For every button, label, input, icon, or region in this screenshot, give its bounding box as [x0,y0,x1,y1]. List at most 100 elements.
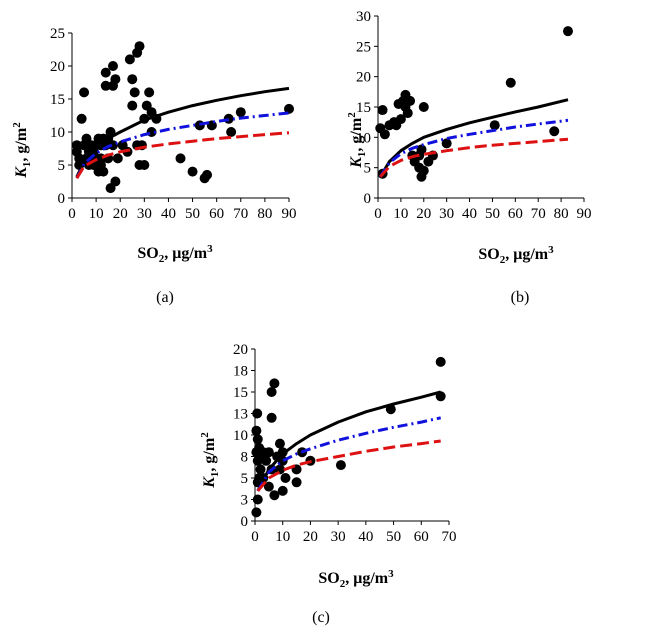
x-tick-label: 10 [275,529,290,545]
y-axis-label: K1, g/m2 [346,112,368,169]
data-point [144,87,155,98]
data-point [127,74,138,85]
data-point [226,127,237,137]
data-point [280,473,291,483]
x-tick-label: 50 [485,206,500,222]
y-tick-label: 20 [233,342,248,358]
x-axis-label-unit: , μg/m [345,570,389,587]
x-tick-label: 40 [462,206,477,222]
data-point [127,100,138,111]
data-point [263,481,274,492]
y-tick-label: 10 [233,428,248,444]
x-axis-label-main: SO [478,246,499,263]
data-point [107,61,118,71]
y-tick-label: 10 [50,125,65,141]
y-tick-label: 15 [233,385,248,401]
panel-caption: (a) [156,289,174,306]
x-tick-label: 0 [68,206,76,222]
data-point [112,153,123,164]
data-point [235,107,246,118]
y-axis-label-superscript: 2 [11,122,23,128]
y-tick-label: 13 [233,407,248,423]
data-point [71,140,82,151]
data-point [110,74,121,85]
x-tick-label: 30 [137,206,152,222]
data-point [251,507,262,518]
series-line-dashdot [379,118,569,178]
series-line-dashed [379,137,569,178]
x-tick-label: 60 [209,206,224,222]
data-point [175,153,186,164]
x-axis-label: SO2, μg/m3 [478,244,554,266]
y-axis-label-superscript: 2 [199,432,211,438]
y-axis-label-variable: K [13,166,30,179]
x-axis-label-superscript: 3 [207,243,213,255]
series-line-dashed [256,439,441,492]
data-point [416,144,427,155]
x-axis-label-unit: , μg/m [164,245,208,262]
x-tick-label: 40 [161,206,176,222]
x-tick-label: 90 [577,206,592,222]
data-point [549,126,560,137]
data-point [377,105,388,116]
x-tick-label: 70 [233,206,248,222]
data-point [405,95,416,106]
data-point [284,103,294,114]
data-point [110,176,121,187]
data-point [98,166,109,177]
x-axis-label-subscript: 2 [500,254,506,266]
x-axis-label-unit: , μg/m [505,246,549,263]
data-point [562,26,573,37]
x-axis-label-subscript: 2 [159,253,165,265]
y-axis-label-unit: , g/m [348,117,365,151]
y-axis-label-superscript: 2 [346,112,358,118]
data-point [187,166,198,177]
y-axis-label-variable: K [201,476,218,489]
x-tick-label: 40 [358,529,373,545]
data-point [252,494,263,505]
y-axis-label-variable: K [348,156,365,169]
data-point [252,408,263,419]
panel-caption: (c) [312,609,330,626]
data-point [291,477,302,488]
x-tick-label: 50 [386,529,401,545]
data-point [76,113,87,124]
y-tick-label: 0 [58,191,66,207]
x-tick-label: 10 [393,206,408,222]
x-tick-label: 60 [508,206,523,222]
data-point [202,169,213,180]
data-point [418,165,429,176]
x-axis-label: SO2, μg/m3 [318,568,394,590]
data-point [269,490,280,501]
y-tick-label: 10 [356,130,371,146]
data-point [134,41,145,52]
data-point [505,77,516,88]
x-axis-label-superscript: 3 [548,244,554,256]
y-tick-label: 5 [58,158,66,174]
series-line-solid [75,86,290,178]
y-axis-label: K1, g/m2 [199,432,221,489]
data-point [379,129,390,140]
y-tick-label: 3 [241,493,249,509]
x-tick-label: 80 [257,206,272,222]
x-axis-label-main: SO [137,245,158,262]
y-tick-label: 15 [356,100,371,116]
data-point [100,80,111,91]
y-tick-label: 0 [241,514,249,530]
data-point [277,485,288,496]
data-point [79,87,90,98]
y-tick-label: 20 [356,70,371,86]
data-point [274,438,285,449]
y-axis-label-subscript: 1 [21,162,33,168]
series-line-dashdot [256,416,442,492]
y-axis-label: K1, g/m2 [11,122,33,179]
data-point [139,160,150,170]
y-axis-label-subscript: 1 [209,472,221,478]
data-point [252,434,263,445]
data-point [255,464,266,475]
y-tick-label: 30 [356,9,371,25]
